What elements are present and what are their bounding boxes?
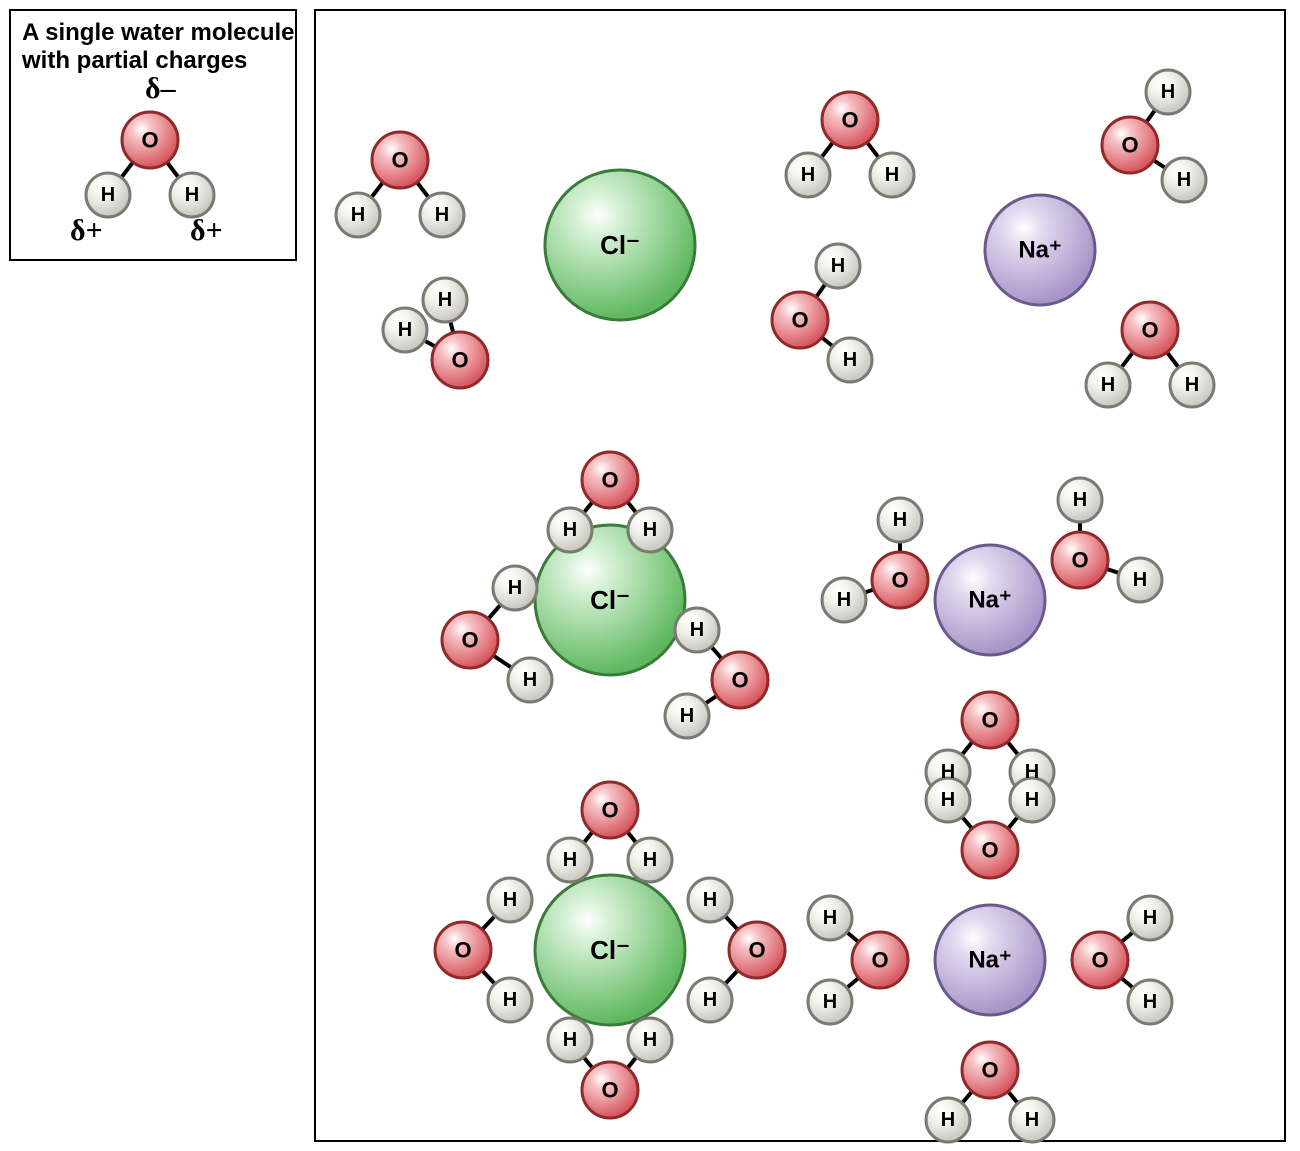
legend-caption-line: with partial charges — [21, 47, 247, 74]
row1-w2-hydrogen-1-label: H — [885, 164, 899, 186]
na3-left-hydrogen-0-label: H — [823, 907, 837, 929]
cl2-top-hydrogen-0-label: H — [563, 519, 577, 541]
cl3-left-hydrogen-0-label: H — [503, 889, 517, 911]
na3-top-oxygen-label: O — [981, 838, 998, 863]
delta-minus-label: δ– — [145, 72, 177, 105]
cl3-left-hydrogen-1-label: H — [503, 989, 517, 1011]
cl2-top-hydrogen-1-label: H — [643, 519, 657, 541]
na3-left-hydrogen-1-label: H — [823, 991, 837, 1013]
cl3-top-hydrogen-0-label: H — [563, 849, 577, 871]
cl2-right-hydrogen-1-label: H — [680, 705, 694, 727]
cl2-right-oxygen-label: O — [731, 668, 748, 693]
cl2-left-hydrogen-0-label: H — [508, 577, 522, 599]
legend-caption-line: A single water molecule — [22, 19, 295, 46]
row1-w4-oxygen-label: O — [451, 348, 468, 373]
row1-w1-hydrogen-0-label: H — [351, 204, 365, 226]
row1-w6-hydrogen-1-label: H — [1185, 374, 1199, 396]
na2-left-hydrogen-0-label: H — [837, 589, 851, 611]
na3-top-hydrogen-0-label: H — [941, 789, 955, 811]
cl2-top-oxygen-label: O — [601, 468, 618, 493]
cl3-bottom-hydrogen-1-label: H — [643, 1029, 657, 1051]
na2-bottom-hydrogen-0-label: H — [941, 761, 955, 783]
legend-water-oxygen-label: O — [141, 128, 158, 153]
row1-w3-hydrogen-0-label: H — [1161, 81, 1175, 103]
na3-bottom-hydrogen-1-label: H — [1025, 1109, 1039, 1131]
legend-water-hydrogen-1-label: H — [185, 184, 199, 206]
na2-bottom-hydrogen-1-label: H — [1025, 761, 1039, 783]
delta-plus-right-label: δ+ — [190, 214, 223, 247]
cl3-right-oxygen-label: O — [748, 938, 765, 963]
cl3-top-hydrogen-1-label: H — [643, 849, 657, 871]
na3-top-hydrogen-1-label: H — [1025, 789, 1039, 811]
cl2-left-hydrogen-1-label: H — [523, 669, 537, 691]
na2-bottom-oxygen-label: O — [981, 708, 998, 733]
row1-w6-oxygen-label: O — [1141, 318, 1158, 343]
na3-right-hydrogen-0-label: H — [1143, 907, 1157, 929]
na2-right-hydrogen-0-label: H — [1073, 489, 1087, 511]
na-row2-label: Na⁺ — [968, 587, 1011, 614]
na3-right-oxygen-label: O — [1091, 948, 1108, 973]
row1-w1-oxygen-label: O — [391, 148, 408, 173]
na-row1-label: Na⁺ — [1018, 237, 1061, 264]
cl3-bottom-hydrogen-0-label: H — [563, 1029, 577, 1051]
diagram-stage: A single water moleculewith partial char… — [0, 0, 1300, 1151]
cl-row3-label: Cl⁻ — [590, 935, 630, 965]
na2-right-hydrogen-1-label: H — [1133, 569, 1147, 591]
row1-w5-hydrogen-1-label: H — [843, 349, 857, 371]
cl3-right-hydrogen-1-label: H — [703, 989, 717, 1011]
row1-w1-hydrogen-1-label: H — [435, 204, 449, 226]
na2-left-oxygen-label: O — [891, 568, 908, 593]
na3-bottom-oxygen-label: O — [981, 1058, 998, 1083]
na3-left-oxygen-label: O — [871, 948, 888, 973]
cl-row2-label: Cl⁻ — [590, 585, 630, 615]
na3-right-hydrogen-1-label: H — [1143, 991, 1157, 1013]
cl3-right-hydrogen-0-label: H — [703, 889, 717, 911]
diagram-svg: A single water moleculewith partial char… — [0, 0, 1300, 1151]
na2-left-hydrogen-1-label: H — [893, 509, 907, 531]
row1-w3-oxygen-label: O — [1121, 133, 1138, 158]
na-row3-label: Na⁺ — [968, 947, 1011, 974]
delta-plus-left-label: δ+ — [70, 214, 103, 247]
row1-w4-hydrogen-0-label: H — [398, 319, 412, 341]
row1-w3-hydrogen-1-label: H — [1177, 169, 1191, 191]
row1-w2-hydrogen-0-label: H — [801, 164, 815, 186]
cl-row1-label: Cl⁻ — [600, 230, 640, 260]
row1-w4-hydrogen-1-label: H — [438, 289, 452, 311]
na3-bottom-hydrogen-0-label: H — [941, 1109, 955, 1131]
cl2-right-hydrogen-0-label: H — [690, 619, 704, 641]
row1-w2-oxygen-label: O — [841, 108, 858, 133]
cl3-bottom-oxygen-label: O — [601, 1078, 618, 1103]
cl3-top-oxygen-label: O — [601, 798, 618, 823]
row1-w5-hydrogen-0-label: H — [831, 255, 845, 277]
cl3-left-oxygen-label: O — [454, 938, 471, 963]
legend-water-hydrogen-0-label: H — [101, 184, 115, 206]
row1-w6-hydrogen-0-label: H — [1101, 374, 1115, 396]
cl2-left-oxygen-label: O — [461, 628, 478, 653]
na2-right-oxygen-label: O — [1071, 548, 1088, 573]
row1-w5-oxygen-label: O — [791, 308, 808, 333]
